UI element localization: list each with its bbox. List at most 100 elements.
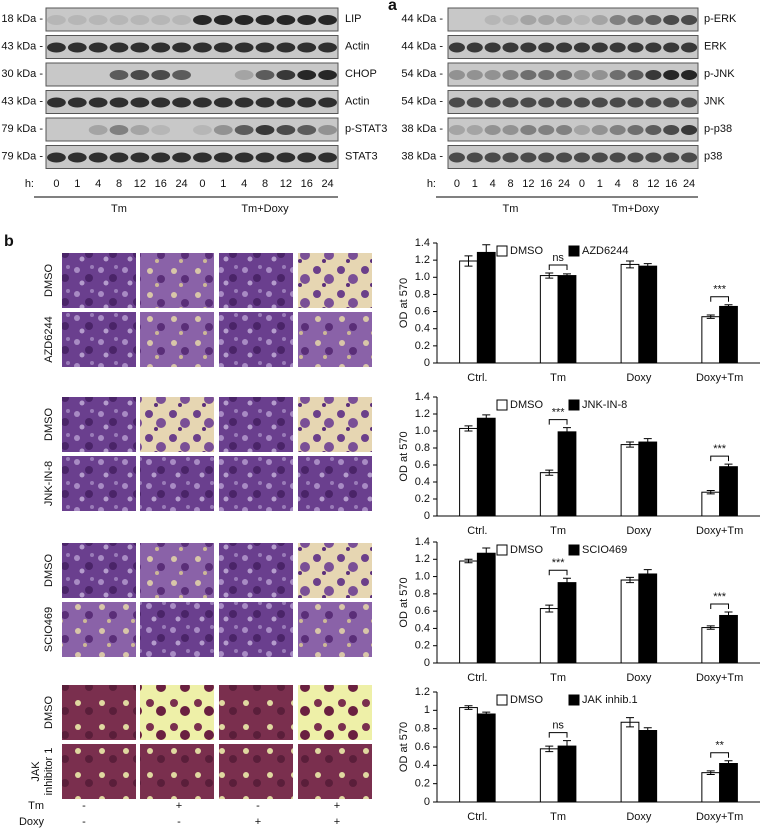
bar <box>557 275 577 364</box>
band <box>297 152 317 163</box>
x-tick-label: Ctrl. <box>467 372 487 384</box>
bar <box>620 579 640 664</box>
band <box>193 97 212 108</box>
time: 0 <box>579 178 585 190</box>
band <box>130 70 150 80</box>
time: 12 <box>134 178 146 190</box>
band <box>276 97 296 108</box>
band <box>109 70 129 80</box>
band <box>318 125 337 135</box>
band <box>67 97 87 108</box>
band <box>538 97 555 108</box>
micrograph <box>140 253 214 308</box>
x-tick-label: Doxy <box>626 372 652 384</box>
bar <box>539 748 559 803</box>
blot <box>447 117 699 142</box>
band <box>591 42 608 53</box>
band <box>67 15 87 25</box>
sig-bracket <box>710 603 730 610</box>
y-tick-label: 0.8 <box>415 442 430 454</box>
time: 24 <box>175 178 187 190</box>
band <box>67 125 87 135</box>
band <box>609 70 626 80</box>
band <box>318 70 337 80</box>
kda-label: 79 kDa - <box>1 123 43 135</box>
error-bar <box>706 314 715 319</box>
treatment-label: Doxy <box>19 816 45 828</box>
group-label: Tm+Doxy <box>241 203 289 215</box>
y-tick-label: 1.4 <box>415 391 430 403</box>
band <box>681 97 698 108</box>
y-tick-label: 0.2 <box>415 778 430 790</box>
band <box>448 70 465 80</box>
blot <box>447 35 699 59</box>
x-tick-label: Doxy+Tm <box>696 811 743 823</box>
band <box>663 42 680 53</box>
micrograph <box>62 685 136 740</box>
band <box>193 70 212 80</box>
band <box>573 97 590 108</box>
treatment-mark: - <box>256 800 260 812</box>
band <box>67 42 87 53</box>
x-tick-label: Doxy <box>626 672 652 684</box>
band <box>484 42 501 53</box>
band <box>109 97 129 108</box>
kda-label: 43 kDa - <box>1 95 43 107</box>
time: 12 <box>522 178 534 190</box>
blot <box>45 62 339 87</box>
band <box>234 152 254 163</box>
band <box>627 97 644 108</box>
bar <box>719 763 738 803</box>
legend-label: AZD6244 <box>582 245 628 257</box>
band <box>88 70 108 80</box>
blot <box>45 35 339 59</box>
time: 0 <box>199 178 205 190</box>
time: 12 <box>280 178 292 190</box>
band <box>297 97 317 108</box>
band <box>88 15 108 25</box>
legend-swatch <box>496 544 508 556</box>
band <box>573 125 590 135</box>
band <box>502 125 519 135</box>
band <box>466 15 483 25</box>
time: 24 <box>683 178 695 190</box>
treatment-mark: + <box>176 800 182 812</box>
band <box>484 152 501 163</box>
error-bar <box>643 263 652 270</box>
legend-swatch <box>568 399 580 411</box>
micrograph <box>298 253 372 308</box>
band <box>538 70 555 80</box>
micrograph <box>140 397 214 452</box>
bar <box>620 721 640 803</box>
legend-swatch <box>568 544 580 556</box>
band <box>448 152 465 163</box>
band <box>151 152 171 163</box>
x-tick-label: Tm <box>550 372 566 384</box>
band <box>681 42 698 53</box>
protein-label: p38 <box>704 150 722 162</box>
band <box>234 97 254 108</box>
sig-bracket <box>548 264 568 270</box>
micrograph <box>140 312 214 367</box>
blot <box>447 62 699 87</box>
micrograph <box>62 253 136 308</box>
micrograph <box>62 744 136 799</box>
band <box>591 97 608 108</box>
bar <box>719 305 738 364</box>
protein-label: p-ERK <box>704 13 737 25</box>
micrograph <box>219 397 293 452</box>
kda-label: 38 kDa - <box>401 150 443 162</box>
legend-label: DMSO <box>510 694 543 706</box>
band <box>448 42 465 53</box>
time: 4 <box>95 178 101 190</box>
band <box>88 42 108 53</box>
time: 24 <box>321 178 333 190</box>
bar <box>638 265 658 364</box>
sig-label: ns <box>552 719 564 731</box>
micrograph <box>219 543 293 598</box>
micrograph <box>140 602 214 657</box>
error-bar <box>464 558 473 564</box>
band <box>213 152 233 163</box>
row-label: JNK-IN-8 <box>43 461 55 506</box>
kda-label: 18 kDa - <box>1 13 43 25</box>
